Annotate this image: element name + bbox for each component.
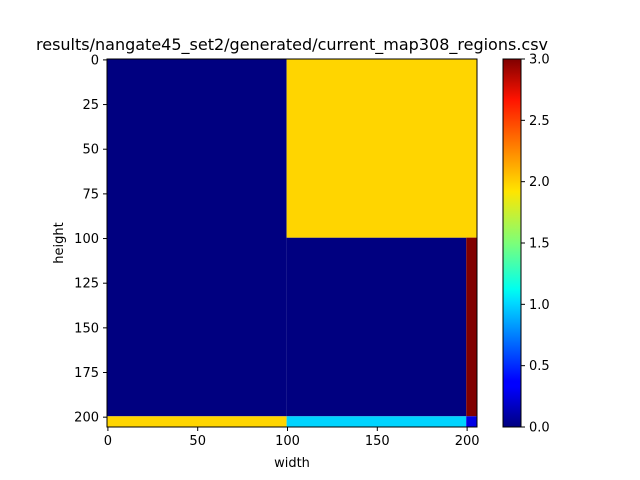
heatmap-cells	[107, 59, 477, 427]
y-tick-label: 175	[74, 366, 99, 381]
y-tick-label: 150	[74, 321, 99, 336]
y-tick-label: 200	[74, 411, 99, 426]
x-axis-label: width	[274, 456, 310, 471]
x-tick-label: 150	[365, 434, 390, 449]
chart-title: results/nangate45_set2/generated/current…	[36, 35, 548, 55]
y-tick-label: 100	[74, 232, 99, 247]
y-axis-ticks: 0 25 50 75 100 125 150 175 200	[74, 53, 107, 426]
heatmap-region-2	[286, 59, 477, 238]
y-tick-label: 25	[82, 98, 99, 113]
heatmap-region-1	[286, 237, 467, 417]
colorbar-tick-label: 0.5	[529, 359, 550, 374]
heatmap-region-0	[107, 59, 287, 417]
y-tick-label: 50	[82, 143, 99, 158]
colorbar-tick-label: 2.0	[529, 175, 550, 190]
colorbar-tick-label: 3.0	[529, 53, 550, 68]
x-tick-label: 0	[104, 434, 112, 449]
x-axis-ticks: 0 50 100 150 200	[104, 427, 480, 449]
y-axis-label: height	[52, 222, 67, 263]
y-tick-label: 125	[74, 277, 99, 292]
x-tick-label: 200	[455, 434, 480, 449]
colorbar-tick-label: 1.0	[529, 298, 550, 313]
heatmap-region-4	[107, 416, 287, 427]
colorbar	[502, 58, 522, 428]
y-tick-label: 75	[82, 187, 99, 202]
colorbar-tick-label: 2.5	[529, 114, 550, 129]
colorbar-ticks: 0.0 0.5 1.0 1.5 2.0 2.5 3.0	[521, 53, 550, 436]
x-tick-label: 100	[275, 434, 300, 449]
y-tick-label: 0	[91, 53, 99, 68]
heatmap-region-6	[466, 416, 477, 427]
colorbar-tick-label: 0.0	[529, 421, 550, 436]
colorbar-tick-label: 1.5	[529, 237, 550, 252]
heatmap-region-5	[286, 416, 467, 427]
plot-frame	[106, 58, 478, 428]
x-tick-label: 50	[189, 434, 206, 449]
heatmap-region-3	[466, 237, 477, 417]
